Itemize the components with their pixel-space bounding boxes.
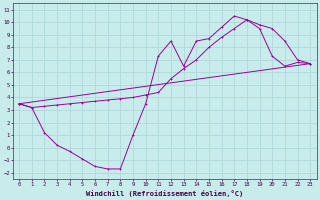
- X-axis label: Windchill (Refroidissement éolien,°C): Windchill (Refroidissement éolien,°C): [86, 190, 243, 197]
